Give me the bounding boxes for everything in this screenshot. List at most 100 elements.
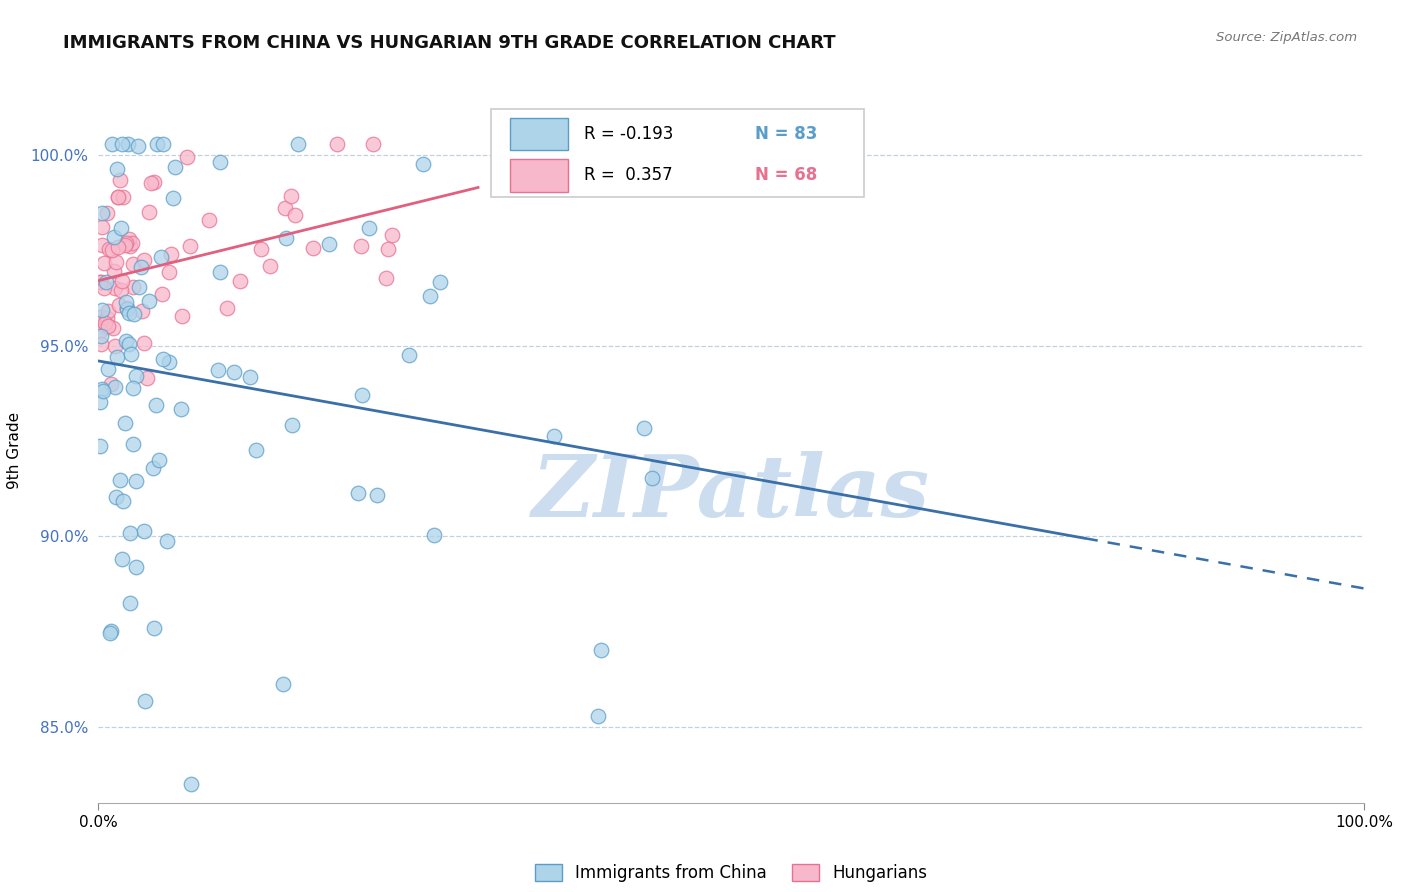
Point (114, 238, 136, 252)
Point (121, 235, 143, 250)
Point (100, 624, 122, 638)
Point (103, 264, 125, 278)
Point (104, 490, 127, 504)
Point (215, 301, 238, 315)
Point (259, 259, 281, 273)
Point (107, 189, 129, 203)
Point (110, 283, 132, 297)
Point (143, 622, 166, 636)
Point (89, 395, 111, 409)
Point (162, 191, 184, 205)
Point (156, 533, 179, 548)
Point (131, 260, 153, 274)
Point (98, 626, 121, 640)
Text: R =  0.357: R = 0.357 (585, 167, 673, 185)
Point (271, 677, 294, 691)
Point (100, 376, 122, 391)
Point (132, 336, 155, 351)
Point (157, 355, 180, 369)
Text: N = 68: N = 68 (755, 167, 817, 185)
Point (179, 238, 201, 252)
Point (110, 473, 132, 487)
Point (363, 136, 385, 151)
Point (89, 275, 111, 289)
Point (180, 777, 202, 791)
Point (419, 289, 441, 303)
Point (160, 247, 183, 261)
Point (152, 351, 174, 366)
FancyBboxPatch shape (510, 118, 568, 150)
Point (145, 136, 167, 151)
Point (115, 302, 138, 317)
Point (350, 387, 373, 401)
Point (93, 281, 115, 295)
Point (229, 274, 252, 288)
Point (94, 275, 117, 289)
Point (172, 310, 194, 324)
Point (150, 286, 173, 301)
Point (101, 243, 124, 257)
Point (105, 351, 128, 365)
FancyBboxPatch shape (510, 159, 568, 192)
Point (381, 227, 404, 242)
Point (209, 154, 232, 169)
Point (115, 334, 138, 348)
Point (148, 453, 170, 467)
Point (589, 643, 612, 657)
Point (115, 235, 138, 250)
Point (104, 379, 127, 393)
Point (118, 337, 141, 351)
Point (347, 485, 370, 500)
Point (91, 384, 114, 399)
Point (125, 560, 148, 574)
Point (93, 256, 115, 270)
Point (143, 175, 166, 189)
Point (120, 347, 142, 361)
Point (125, 368, 148, 383)
Point (326, 136, 349, 151)
Point (139, 176, 162, 190)
Point (120, 596, 142, 610)
Point (118, 232, 141, 246)
Point (412, 157, 434, 171)
Point (633, 420, 655, 434)
Point (89, 310, 111, 324)
Point (115, 301, 138, 315)
Point (138, 205, 160, 219)
Text: ZIPatlas: ZIPatlas (531, 451, 931, 534)
Point (118, 239, 141, 253)
Text: R = -0.193: R = -0.193 (585, 125, 673, 143)
Point (111, 136, 134, 151)
Point (239, 370, 262, 384)
Point (107, 240, 129, 254)
Point (89, 439, 111, 453)
Point (274, 201, 297, 215)
Point (429, 275, 451, 289)
Point (96, 206, 118, 220)
Point (118, 526, 141, 541)
Point (90, 205, 112, 219)
Point (118, 305, 141, 319)
Point (111, 494, 134, 508)
Point (91, 237, 114, 252)
Point (110, 274, 132, 288)
Point (101, 321, 124, 335)
FancyBboxPatch shape (491, 109, 863, 197)
Point (97, 303, 120, 318)
Point (274, 230, 297, 244)
Point (122, 437, 145, 451)
Point (586, 708, 609, 723)
Point (163, 160, 186, 174)
Point (302, 241, 325, 255)
Point (641, 471, 664, 485)
Point (111, 190, 134, 204)
Point (121, 381, 143, 395)
Point (543, 429, 565, 443)
Point (176, 150, 198, 164)
Point (97, 242, 120, 256)
Point (127, 139, 149, 153)
Point (100, 136, 122, 151)
Point (117, 136, 139, 151)
Point (208, 265, 231, 279)
Point (105, 255, 128, 269)
